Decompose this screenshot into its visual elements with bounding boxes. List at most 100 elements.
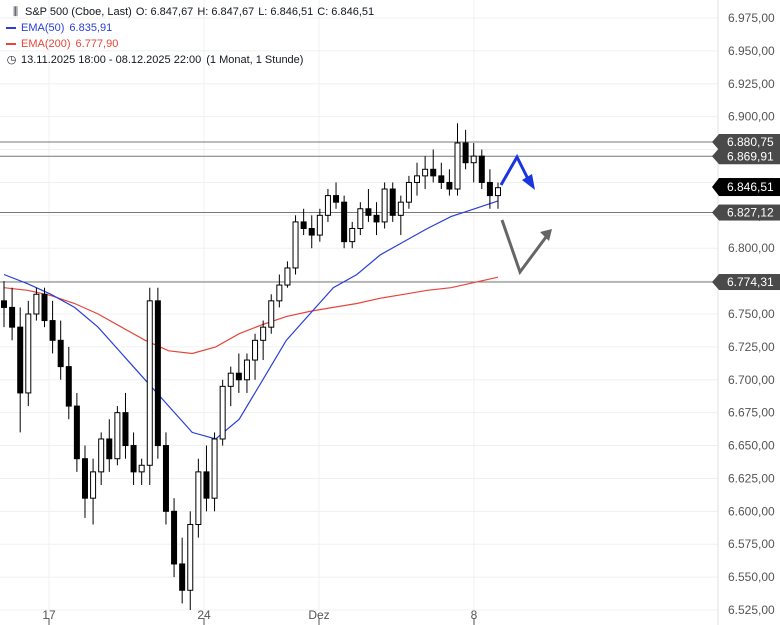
candle-body xyxy=(454,142,461,190)
candle-body xyxy=(235,372,242,381)
price-tags: 6.880,756.869,91 6.827,12 6.774,31 6.846,51 xyxy=(712,133,780,291)
x-tick-label: Dez xyxy=(308,608,329,622)
candle-body xyxy=(397,201,404,216)
y-tick-label: 6.975,00 xyxy=(728,11,775,25)
price-axis: 6.975,006.950,006.925,006.900,006.875,00… xyxy=(717,0,775,625)
projection-arrows xyxy=(499,153,552,276)
ohlc-row: ⫼ S&P 500 (Cboe, Last) O: 6.847,67 H: 6.… xyxy=(6,4,374,20)
candle-body xyxy=(41,293,48,322)
low-value: L: 6.846,51 xyxy=(258,6,314,18)
candle-body xyxy=(422,168,429,177)
ema200-value: 6.777,90 xyxy=(75,38,119,50)
candle-body xyxy=(243,359,250,381)
candle-body xyxy=(300,221,307,229)
candle-body xyxy=(292,221,299,269)
y-tick-label: 6.675,00 xyxy=(728,406,775,420)
candle-body xyxy=(49,320,56,341)
level-tag xyxy=(719,204,780,221)
candle-body xyxy=(33,293,40,315)
candle-body xyxy=(357,208,364,229)
blue-projection-arrow xyxy=(499,153,532,186)
candle-body xyxy=(276,284,283,302)
level-tag xyxy=(719,274,780,291)
symbol-label: S&P 500 (Cboe, Last) xyxy=(25,6,132,18)
candles-icon: ⫼ xyxy=(12,6,19,18)
y-tick-label: 6.575,00 xyxy=(728,537,775,551)
level-tag xyxy=(719,133,780,150)
interval-label: (1 Monat, 1 Stunde) xyxy=(206,54,304,66)
candle-body xyxy=(122,412,129,447)
candle-body xyxy=(365,208,372,216)
grid-lines xyxy=(0,0,718,611)
x-tick-label: 17 xyxy=(42,608,56,622)
candle-body xyxy=(203,471,210,499)
high-value: H: 6.847,67 xyxy=(197,6,255,18)
gray-projection-arrow xyxy=(500,219,551,276)
candle-body xyxy=(430,168,437,177)
candle-body xyxy=(470,155,477,164)
x-tick-label: 24 xyxy=(197,608,211,622)
current-price-pointer xyxy=(712,178,719,197)
candle-body xyxy=(349,227,356,243)
gray-arrow-head xyxy=(540,229,552,241)
candle-body xyxy=(98,438,105,473)
ema50-label: EMA(50) xyxy=(21,22,65,34)
candle-body xyxy=(341,201,348,243)
candle-body xyxy=(462,142,469,164)
candle-body xyxy=(219,385,226,440)
y-tick-label: 6.550,00 xyxy=(728,570,775,584)
candle-body xyxy=(227,372,234,387)
candle-body xyxy=(73,405,80,460)
close-value: C: 6.846,51 xyxy=(317,6,375,18)
ema50-swatch xyxy=(6,27,16,29)
ema200-line xyxy=(3,276,499,355)
ema200-legend-row: EMA(200) 6.777,90 xyxy=(6,36,374,52)
candle-body xyxy=(324,195,331,216)
candle-body xyxy=(211,438,218,499)
y-tick-label: 6.725,00 xyxy=(728,340,775,354)
level-tag-pointer xyxy=(712,133,719,150)
candle-body xyxy=(373,214,380,223)
candle-body xyxy=(138,464,145,473)
x-tick-label: 8 xyxy=(471,608,478,622)
y-tick-label: 6.800,00 xyxy=(728,241,775,255)
candle-body xyxy=(414,175,421,183)
candle-body xyxy=(1,300,7,308)
candle-body xyxy=(268,300,275,328)
ema50-line xyxy=(3,200,499,440)
candle-body xyxy=(389,188,396,216)
y-tick-label: 6.650,00 xyxy=(728,439,775,453)
level-tag-label: 6.774,31 xyxy=(727,275,774,289)
candle-body xyxy=(9,306,16,328)
y-tick-label: 6.950,00 xyxy=(728,44,775,58)
candle-body xyxy=(260,326,267,341)
ema200-swatch xyxy=(6,43,16,45)
blue-arrow-head xyxy=(522,174,535,190)
level-tag-label: 6.827,12 xyxy=(727,206,774,220)
candle-body xyxy=(486,181,493,197)
candle-body xyxy=(130,445,137,473)
level-tag-pointer xyxy=(712,274,719,291)
candles xyxy=(1,123,501,610)
clock-icon: ◷ xyxy=(6,54,17,66)
y-tick-label: 6.750,00 xyxy=(728,307,775,321)
chart-legend: ⫼ S&P 500 (Cboe, Last) O: 6.847,67 H: 6.… xyxy=(6,4,374,68)
current-price-label: 6.846,51 xyxy=(727,180,774,194)
range-row: ◷ 13.11.2025 18:00 - 08.12.2025 22:00 (1… xyxy=(6,52,374,68)
y-tick-label: 6.625,00 xyxy=(728,471,775,485)
candle-body xyxy=(57,339,64,368)
level-tag-pointer xyxy=(712,204,719,221)
ema-lines xyxy=(3,200,499,440)
candle-body xyxy=(146,300,153,466)
candle-body xyxy=(438,175,445,183)
candle-body xyxy=(17,326,24,394)
candle-body xyxy=(446,181,453,190)
y-tick-label: 6.525,00 xyxy=(728,603,775,617)
candle-body xyxy=(381,188,388,223)
y-tick-label: 6.600,00 xyxy=(728,504,775,518)
candle-body xyxy=(316,214,323,236)
y-tick-label: 6.700,00 xyxy=(728,373,775,387)
candle-body xyxy=(478,155,485,183)
level-tag-label: 6.880,75 xyxy=(727,135,774,149)
